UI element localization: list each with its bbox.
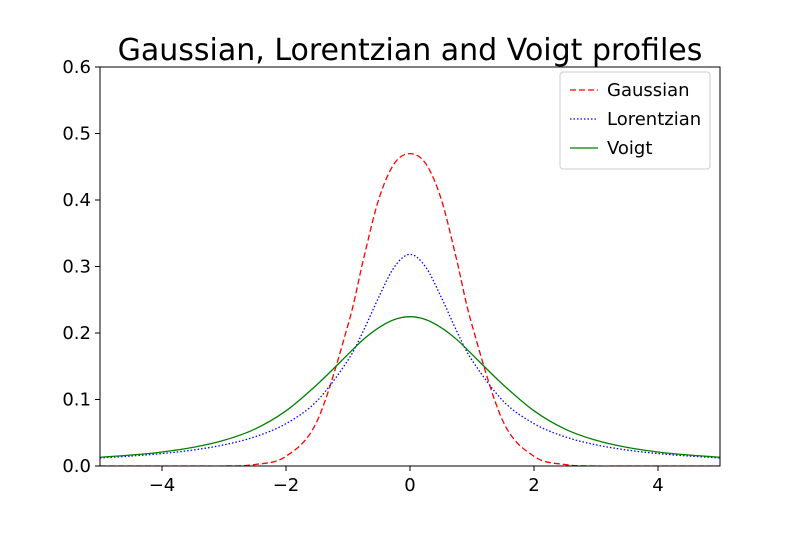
chart-title: Gaussian, Lorentzian and Voigt profiles <box>118 33 703 68</box>
legend: Gaussian Lorentzian Voigt <box>559 71 711 170</box>
x-tick-label: 4 <box>652 475 663 496</box>
x-tick-label: −2 <box>273 475 300 496</box>
legend-label-lorentzian: Lorentzian <box>607 109 701 130</box>
y-tick-label: 0.1 <box>62 390 91 411</box>
x-axis: −4 −2 0 2 4 <box>149 466 664 496</box>
series-line-gaussian <box>100 152 720 466</box>
series-layer <box>100 152 720 466</box>
legend-label-gaussian: Gaussian <box>607 80 690 101</box>
y-tick-label: 0.3 <box>62 257 91 278</box>
x-tick-label: 2 <box>528 475 539 496</box>
legend-box <box>559 71 711 170</box>
x-tick-label: 0 <box>404 475 415 496</box>
series-line-lorentzian <box>100 253 720 459</box>
x-tick-label: −4 <box>149 475 176 496</box>
legend-label-voigt: Voigt <box>607 138 652 159</box>
y-tick-label: 0.2 <box>62 323 91 344</box>
y-tick-label: 0.0 <box>62 456 91 477</box>
series-line-voigt <box>100 316 720 458</box>
y-tick-label: 0.6 <box>62 57 91 78</box>
y-tick-label: 0.5 <box>62 124 91 145</box>
y-tick-label: 0.4 <box>62 190 91 211</box>
y-axis: 0.0 0.1 0.2 0.3 0.4 0.5 0.6 <box>62 57 100 477</box>
